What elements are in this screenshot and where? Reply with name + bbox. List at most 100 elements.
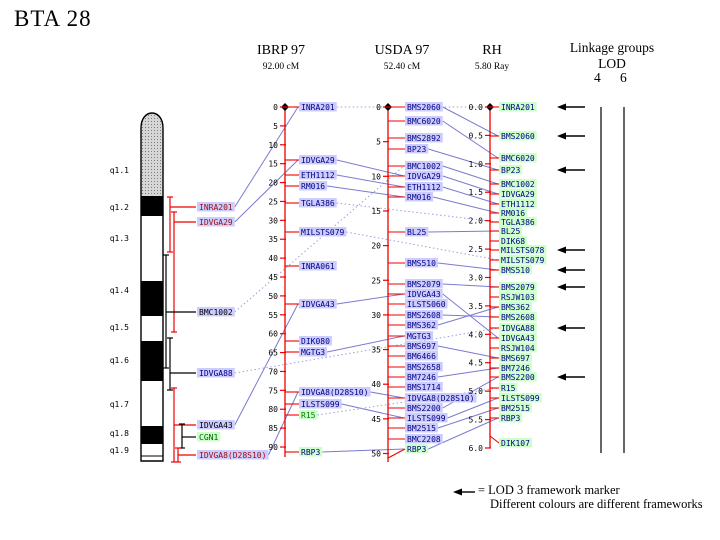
ibrp-tick-label: 50 [268, 292, 278, 301]
ibrp-marker-label-TGLA386: TGLA386 [301, 199, 335, 208]
connector-INRA201 [234, 106, 299, 208]
ibrp-tick-label: 5 [273, 122, 278, 131]
rh-tick-label: 4.5 [469, 359, 484, 368]
ibrp-marker-bg-R15 [299, 410, 318, 420]
ibrp-marker-label-IDVGA43: IDVGA43 [301, 300, 335, 309]
ibrp-marker-bg-DIK080 [299, 336, 332, 346]
rh-marker-stub-DIK107 [489, 435, 500, 444]
ibrp-marker-bg-INRA201 [299, 102, 337, 112]
usda-marker-label-IDVGA8(D28S10): IDVGA8(D28S10) [407, 394, 474, 403]
connector-IDVGA8(D28S10) [370, 391, 405, 399]
rh-tick-label: 0.5 [469, 131, 484, 140]
legend-arrow-icon [453, 488, 462, 496]
usda-tick-label: 0 [376, 103, 381, 112]
framework-arrow-icon-BMS2079 [557, 283, 566, 291]
rh-marker-label-IDVGA88: IDVGA88 [501, 324, 535, 333]
connector-BM7246 [437, 367, 499, 378]
band-label-q1.3: q1.3 [110, 234, 129, 243]
usda-marker-label-BMC6020: BMC6020 [407, 117, 441, 126]
ibrp-tick-label: 20 [268, 179, 278, 188]
usda-marker-label-BMS2892: BMS2892 [407, 134, 441, 143]
usda-marker-bg-MGTG3 [405, 331, 434, 341]
rh-tick-label: 6.0 [469, 444, 484, 453]
usda-marker-label-BMS697: BMS697 [407, 342, 436, 351]
rh-tick-label: 1.0 [469, 160, 484, 169]
ibrp-marker-bg-RM016 [299, 181, 328, 191]
rh-marker-bg-TGLA386 [499, 217, 537, 227]
ibrp-tick-label: 30 [268, 216, 278, 225]
usda-marker-label-BM7246: BM7246 [407, 373, 436, 382]
usda-marker-bg-BMS2658 [405, 362, 443, 372]
rh-tick-label: 1.5 [469, 188, 484, 197]
connector-BMS2079 [442, 283, 499, 288]
rh-marker-label-BMS510: BMS510 [501, 266, 530, 275]
rh-marker-bg-BM2515 [499, 403, 532, 413]
ideogram-band-8 [141, 426, 163, 444]
fish-label-bg-BMC1002 [197, 307, 235, 317]
usda-tick-label: 10 [371, 172, 381, 181]
ideogram-band-2 [141, 196, 163, 216]
rh-marker-bg-BMS2608 [499, 312, 537, 322]
rh-marker-label-MILSTS078: MILSTS078 [501, 246, 545, 255]
usda-tick-label: 5 [376, 138, 381, 147]
legend-colours-note: Different colours are different framewor… [490, 497, 703, 511]
usda-tick-label: 40 [371, 380, 381, 389]
rh-marker-label-RSJW104: RSJW104 [501, 344, 535, 353]
connector-IDVGA43 [234, 303, 299, 426]
connector-BP23 [428, 148, 499, 171]
usda-marker-label-ETH1112: ETH1112 [407, 183, 441, 192]
usda-marker-label-RBP3: RBP3 [407, 445, 426, 454]
usda-marker-bg-BM2515 [405, 423, 438, 433]
rh-marker-bg-DIK107 [499, 438, 532, 448]
rh-marker-label-DIK68: DIK68 [501, 237, 525, 246]
connector-IDVGA88 [234, 327, 499, 374]
ibrp-tick-label: 80 [268, 405, 278, 414]
connector-MGTG3 [326, 335, 405, 353]
framework-arrow-icon-INRA201 [557, 103, 566, 111]
usda-marker-label-IDVGA43: IDVGA43 [407, 290, 441, 299]
connector-IDVGA43 [336, 293, 405, 305]
fish-label-IDVGA8(D28S10): IDVGA8(D28S10) [199, 451, 266, 460]
band-label-q1.2: q1.2 [110, 203, 129, 212]
rh-marker-label-BM7246: BM7246 [501, 364, 530, 373]
ideogram-outline [140, 112, 164, 462]
rh-marker-bg-BMS2060 [499, 131, 537, 141]
usda-marker-label-BL25: BL25 [407, 228, 426, 237]
rh-tick-label: 5.5 [469, 416, 484, 425]
ibrp-tick-label: 35 [268, 235, 278, 244]
framework-arrow-icon-IDVGA88 [557, 324, 566, 332]
rh-marker-label-RBP3: RBP3 [501, 414, 520, 423]
usda-marker-label-BM2515: BM2515 [407, 424, 436, 433]
usda-marker-bg-IDVGA8(D28S10) [405, 393, 477, 403]
ideogram-band-1 [141, 113, 163, 196]
usda-column-subtitle: 52.40 cM [383, 62, 421, 72]
ibrp-tick-label: 55 [268, 311, 278, 320]
rh-marker-label-ILSTS099: ILSTS099 [501, 394, 540, 403]
usda-tick-label: 45 [371, 415, 381, 424]
fish-label-bg-IDVGA88 [197, 368, 235, 378]
framework-arrow-icon-BMS510 [557, 266, 566, 274]
ideogram-band-3 [141, 216, 163, 281]
rh-tick-label: 3.0 [469, 273, 484, 282]
rh-marker-label-MILSTS079: MILSTS079 [501, 256, 545, 265]
ideogram-band-6 [141, 341, 163, 381]
rh-marker-bg-IDVGA88 [499, 323, 537, 333]
usda-tick-label: 15 [371, 207, 381, 216]
ibrp-marker-bg-TGLA386 [299, 198, 337, 208]
ibrp-marker-bg-MILSTS079 [299, 227, 347, 237]
connector-IDVGA8(D28S10) [268, 391, 299, 456]
connector-R15 [317, 387, 499, 416]
usda-marker-bg-BMS2079 [405, 279, 443, 289]
rh-tick-label: 2.5 [469, 245, 484, 254]
framework-arrow-icon-BMS2200 [557, 373, 566, 381]
rh-marker-label-INRA201: INRA201 [501, 103, 535, 112]
usda-marker-bg-BMS2200 [405, 403, 443, 413]
usda-marker-bg-BP23 [405, 144, 429, 154]
usda-marker-label-BMS2608: BMS2608 [407, 311, 441, 320]
ibrp-marker-bg-RBP3 [299, 447, 323, 457]
ibrp-tick-label: 85 [268, 424, 278, 433]
connector-RM016 [327, 185, 405, 198]
rh-marker-bg-BMS2079 [499, 282, 537, 292]
